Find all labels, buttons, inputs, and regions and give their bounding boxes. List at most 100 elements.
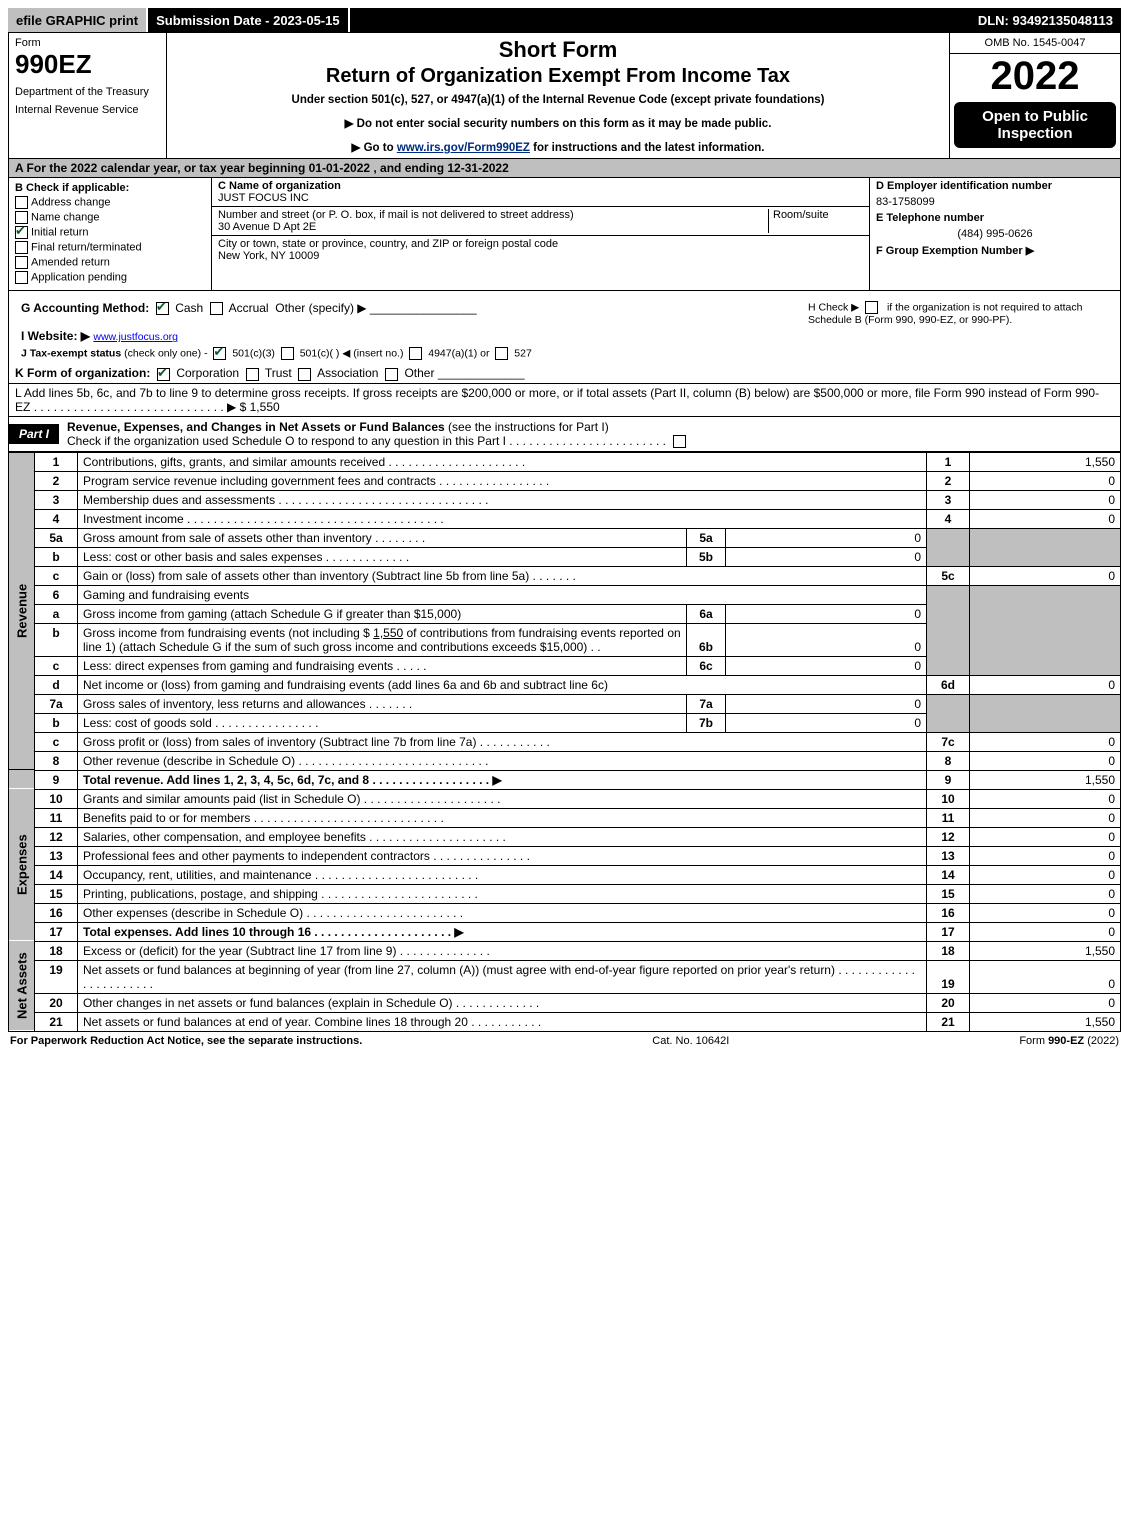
line-rn: 13 — [927, 846, 970, 865]
line-num: c — [35, 656, 78, 675]
header-center: Short Form Return of Organization Exempt… — [167, 33, 949, 158]
row-gh: G Accounting Method: Cash Accrual Other … — [8, 291, 1121, 364]
cb-label: Final return/terminated — [31, 241, 142, 253]
checkbox-icon[interactable] — [865, 301, 878, 314]
line-desc: Total expenses. Add lines 10 through 16 … — [78, 922, 927, 941]
line-rn: 19 — [927, 960, 970, 993]
mid-value: 0 — [726, 623, 927, 656]
opt-501c: 501(c)( ) ◀ (insert no.) — [300, 348, 404, 360]
org-name-value: JUST FOCUS INC — [218, 192, 309, 204]
opt-527: 527 — [514, 348, 532, 360]
vert-expenses: Expenses — [9, 789, 35, 941]
grey-cell — [927, 528, 970, 547]
mid-num: 5b — [687, 547, 726, 566]
line-value: 0 — [970, 471, 1121, 490]
line-rn: 14 — [927, 865, 970, 884]
cb-label: Name change — [31, 211, 100, 223]
mid-value: 0 — [726, 694, 927, 713]
dln-label: DLN: 93492135048113 — [970, 8, 1121, 32]
line-desc: Gross amount from sale of assets other t… — [78, 528, 687, 547]
cb-final-return[interactable]: Final return/terminated — [15, 241, 205, 254]
grey-cell — [970, 713, 1121, 732]
grey-cell — [927, 656, 970, 675]
line-desc-part: Gross income from fundraising events (no… — [83, 626, 373, 640]
ein-label: D Employer identification number — [870, 178, 1120, 194]
tax-year: 2022 — [950, 54, 1120, 98]
form-number: 990EZ — [15, 49, 160, 80]
cb-name-change[interactable]: Name change — [15, 211, 205, 224]
other-blank: _____________ — [438, 366, 525, 380]
checkbox-icon[interactable] — [409, 347, 422, 360]
opt-corp: Corporation — [176, 366, 239, 380]
title-return: Return of Organization Exempt From Incom… — [177, 65, 939, 88]
line-num: 7a — [35, 694, 78, 713]
checkbox-icon[interactable] — [157, 368, 170, 381]
checkbox-icon[interactable] — [156, 302, 169, 315]
mid-value: 0 — [726, 713, 927, 732]
dept-treasury: Department of the Treasury — [15, 86, 160, 98]
mid-num: 6b — [687, 623, 726, 656]
box-b: B Check if applicable: Address change Na… — [9, 178, 212, 290]
checkbox-icon[interactable] — [298, 368, 311, 381]
line-rn: 2 — [927, 471, 970, 490]
line-num: 6 — [35, 585, 78, 604]
checkbox-icon — [15, 226, 28, 239]
line-i-label: I Website: ▶ — [21, 329, 90, 343]
line-value: 0 — [970, 960, 1121, 993]
block-identity: B Check if applicable: Address change Na… — [8, 178, 1121, 291]
line-desc: Printing, publications, postage, and shi… — [78, 884, 927, 903]
note-ssn: ▶ Do not enter social security numbers o… — [177, 116, 939, 130]
line-value: 0 — [970, 566, 1121, 585]
page-footer: For Paperwork Reduction Act Notice, see … — [8, 1032, 1121, 1050]
checkbox-icon[interactable] — [281, 347, 294, 360]
line-g: G Accounting Method: Cash Accrual Other … — [15, 293, 802, 362]
line-value: 1,550 — [970, 941, 1121, 960]
line-h-prefix: H Check ▶ — [808, 301, 859, 313]
line-desc-bold: Total revenue. Add lines 1, 2, 3, 4, 5c,… — [83, 773, 502, 787]
grey-cell — [970, 547, 1121, 566]
grey-cell — [927, 694, 970, 713]
footer-right-form: 990-EZ — [1048, 1035, 1084, 1047]
line-desc: Gross income from fundraising events (no… — [78, 623, 687, 656]
grey-cell — [970, 528, 1121, 547]
line-desc: Net income or (loss) from gaming and fun… — [78, 675, 927, 694]
line-j-small: (check only one) - — [124, 348, 207, 360]
line-desc: Less: direct expenses from gaming and fu… — [78, 656, 687, 675]
checkbox-icon[interactable] — [213, 347, 226, 360]
line-value: 0 — [970, 903, 1121, 922]
line-desc: Benefits paid to or for members . . . . … — [78, 808, 927, 827]
street-label: Number and street (or P. O. box, if mail… — [218, 209, 574, 221]
website-link[interactable]: www.justfocus.org — [93, 331, 178, 343]
cb-amended-return[interactable]: Amended return — [15, 256, 205, 269]
line-desc: Net assets or fund balances at end of ye… — [78, 1012, 927, 1031]
cb-address-change[interactable]: Address change — [15, 196, 205, 209]
cb-initial-return[interactable]: Initial return — [15, 226, 205, 239]
mid-num: 5a — [687, 528, 726, 547]
checkbox-icon[interactable] — [673, 435, 686, 448]
line-desc: Salaries, other compensation, and employ… — [78, 827, 927, 846]
line-rn: 11 — [927, 808, 970, 827]
checkbox-icon — [15, 271, 28, 284]
ein-value: 83-1758099 — [870, 194, 1120, 210]
checkbox-icon[interactable] — [210, 302, 223, 315]
line-num: 1 — [35, 452, 78, 471]
footer-right: Form 990-EZ (2022) — [1019, 1035, 1119, 1047]
line-desc: Grants and similar amounts paid (list in… — [78, 789, 927, 808]
line-rn: 9 — [927, 770, 970, 789]
line-num: 2 — [35, 471, 78, 490]
line-rn: 1 — [927, 452, 970, 471]
line-num: b — [35, 623, 78, 656]
line-rn: 10 — [927, 789, 970, 808]
cb-application-pending[interactable]: Application pending — [15, 271, 205, 284]
checkbox-icon[interactable] — [246, 368, 259, 381]
efile-print-label[interactable]: efile GRAPHIC print — [8, 8, 148, 32]
line-rn: 20 — [927, 993, 970, 1012]
checkbox-icon[interactable] — [495, 347, 508, 360]
opt-cash: Cash — [175, 301, 203, 315]
line-desc: Gross income from gaming (attach Schedul… — [78, 604, 687, 623]
checkbox-icon[interactable] — [385, 368, 398, 381]
header-left: Form 990EZ Department of the Treasury In… — [9, 33, 167, 158]
irs-link[interactable]: www.irs.gov/Form990EZ — [397, 142, 530, 154]
line-desc: Less: cost or other basis and sales expe… — [78, 547, 687, 566]
line-rn: 4 — [927, 509, 970, 528]
